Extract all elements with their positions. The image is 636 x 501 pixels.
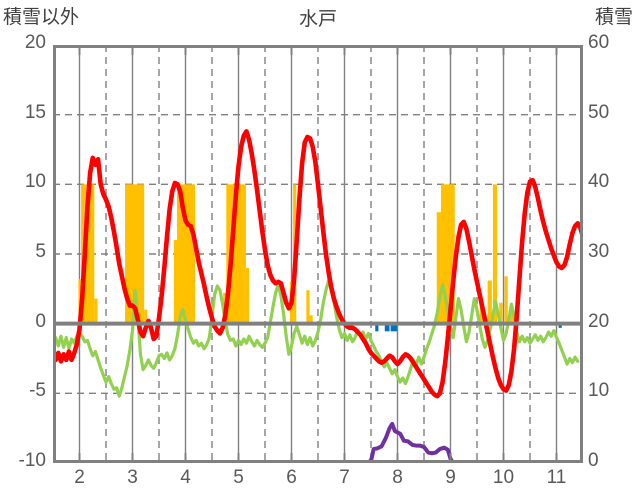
y-axis-left-tick-20: 20 <box>24 32 46 53</box>
right-axis-title: 積雪 <box>594 7 633 28</box>
x-axis-tick-7: 7 <box>339 467 350 488</box>
y-axis-left-tick-5: 5 <box>35 241 46 262</box>
plot-svg <box>53 45 583 463</box>
y-axis-left-tick-15: 15 <box>24 101 46 123</box>
x-axis-tick-3: 3 <box>127 467 138 488</box>
x-axis-tick-8: 8 <box>392 467 403 488</box>
plot-area <box>53 45 583 463</box>
left-axis-title: 積雪以外 <box>3 7 80 28</box>
plot-frame <box>53 45 583 463</box>
y-axis-left-tick--5: -5 <box>29 380 46 402</box>
purple-line-series <box>53 421 583 463</box>
x-axis-tick-5: 5 <box>233 467 244 488</box>
y-axis-right-tick-0: 0 <box>588 450 599 471</box>
y-axis-right-tick-60: 60 <box>588 32 610 53</box>
y-axis-right-tick-20: 20 <box>588 310 610 332</box>
blue-markers-series <box>375 323 562 332</box>
y-axis-right-tick-40: 40 <box>588 171 610 193</box>
y-axis-left-tick--10: -10 <box>18 450 46 471</box>
red-line-series <box>53 129 583 399</box>
x-axis-tick-4: 4 <box>180 467 191 488</box>
y-axis-left-tick-0: 0 <box>35 310 46 332</box>
x-axis-tick-2: 2 <box>74 467 85 488</box>
x-axis-tick-10: 10 <box>492 467 515 488</box>
green-line-series <box>53 278 580 398</box>
x-axis-tick-11: 11 <box>546 467 567 488</box>
y-axis-left-tick-10: 10 <box>24 171 46 193</box>
chart-title: 水戸 <box>298 9 337 30</box>
y-axis-right-tick-50: 50 <box>588 101 610 123</box>
y-axis-right-tick-10: 10 <box>588 380 610 402</box>
x-axis-tick-9: 9 <box>445 467 456 488</box>
x-axis-tick-6: 6 <box>286 467 297 488</box>
y-axis-right-tick-30: 30 <box>588 241 610 262</box>
